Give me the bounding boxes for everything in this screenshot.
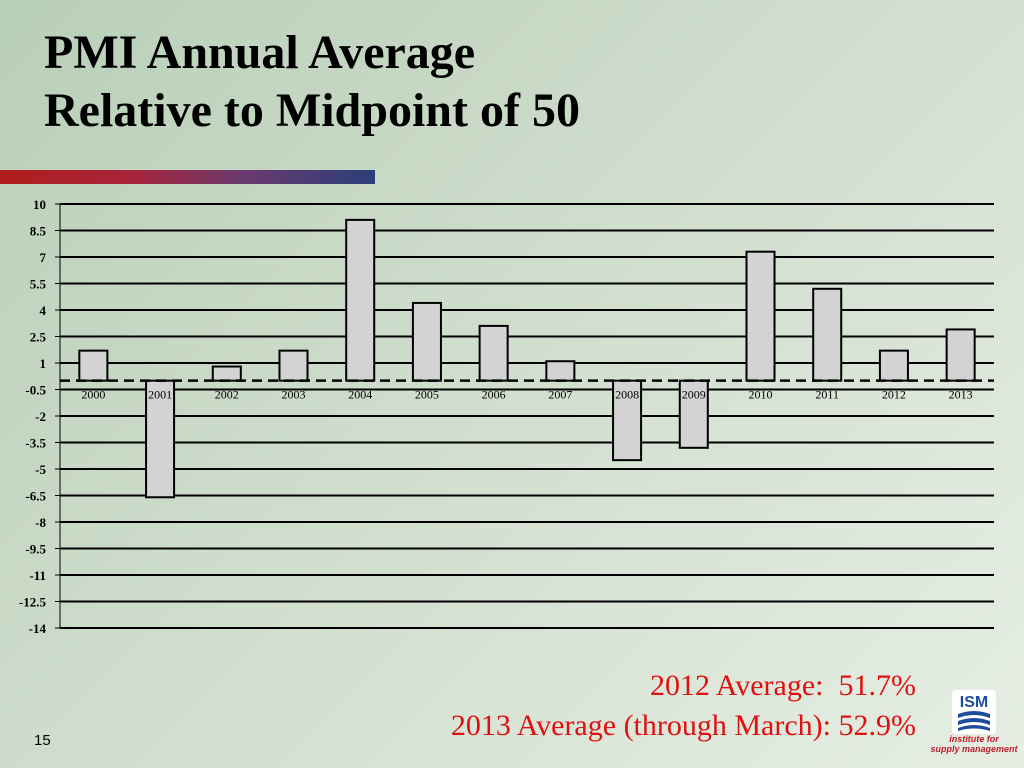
bar-2005: [411, 301, 442, 382]
y-tick-label: 8.5: [30, 224, 47, 239]
slide-title-line-1: PMI Annual Average: [44, 26, 476, 79]
y-tick-label: -3.5: [25, 436, 46, 451]
y-tick-label: -5: [35, 462, 46, 477]
bar-2010: [745, 250, 776, 382]
bar-2002: [211, 365, 242, 382]
y-tick-label: -9.5: [25, 542, 46, 557]
x-tick-label-2005: 2005: [415, 388, 439, 402]
bar-2008: [612, 379, 643, 462]
caption-2013-average: 2013 Average (through March): 52.9%: [450, 709, 916, 742]
y-tick-label: 1: [40, 356, 47, 371]
bar-2012: [878, 349, 909, 382]
x-tick-label-2006: 2006: [482, 388, 506, 402]
caption-2012-average: 2012 Average: 51.7%: [649, 669, 916, 702]
y-tick-label: -11: [29, 568, 46, 583]
y-tick-label: 7: [40, 250, 47, 265]
y-tick-label: 4: [40, 303, 47, 318]
slide-title-line-2: Relative to Midpoint of 50: [44, 84, 580, 137]
title-accent-bar: [0, 170, 375, 184]
averages-caption: 2012 Average: 51.7% 2013 Average (throug…: [451, 666, 916, 746]
y-tick-label: -14: [29, 621, 47, 636]
x-tick-label-2013: 2013: [949, 388, 973, 402]
x-tick-label-2004: 2004: [348, 388, 372, 402]
x-tick-label-2008: 2008: [615, 388, 639, 402]
bar-2000: [78, 349, 109, 382]
y-tick-label: -0.5: [25, 383, 46, 398]
x-tick-label-2007: 2007: [548, 388, 572, 402]
bar-2011: [812, 287, 843, 382]
x-tick-label-2012: 2012: [882, 388, 906, 402]
x-tick-label-2001: 2001: [148, 388, 172, 402]
logo-mark-text: ISM: [960, 694, 988, 711]
pmi-bar-chart: 10 8.5 7 5.5 4 2.5 1 -0.5 -2 -3.5 -5 -6.5 -8 -9.5 -11 -…: [19, 197, 994, 636]
x-tick-label-2000: 2000: [81, 388, 105, 402]
x-tick-label-2002: 2002: [215, 388, 239, 402]
x-tick-label-2003: 2003: [282, 388, 306, 402]
bar-2006: [478, 324, 509, 382]
y-tick-label: -6.5: [25, 489, 46, 504]
page-number: 15: [34, 732, 51, 749]
x-tick-label-2010: 2010: [749, 388, 773, 402]
bar-2004: [345, 218, 376, 382]
bar-2007: [545, 360, 576, 382]
y-tick-label: 2.5: [30, 330, 47, 345]
bar-2003: [278, 349, 309, 382]
logo-tagline-line-2: supply management: [930, 744, 1018, 754]
y-tick-label: -8: [35, 515, 46, 530]
ism-logo-mark: ISM: [952, 690, 996, 734]
ism-logo: ISM institute for supply management: [930, 690, 1018, 764]
slide-title: PMI Annual Average Relative to Midpoint …: [44, 24, 580, 140]
bar-2013: [945, 328, 976, 382]
x-tick-label-2011: 2011: [815, 388, 839, 402]
y-tick-label: 5.5: [30, 277, 47, 292]
y-tick-label: -12.5: [19, 595, 47, 610]
logo-tagline-line-1: institute for: [949, 734, 999, 744]
y-tick-label: -2: [35, 409, 46, 424]
x-tick-label-2009: 2009: [682, 388, 706, 402]
y-tick-label: 10: [33, 197, 46, 212]
